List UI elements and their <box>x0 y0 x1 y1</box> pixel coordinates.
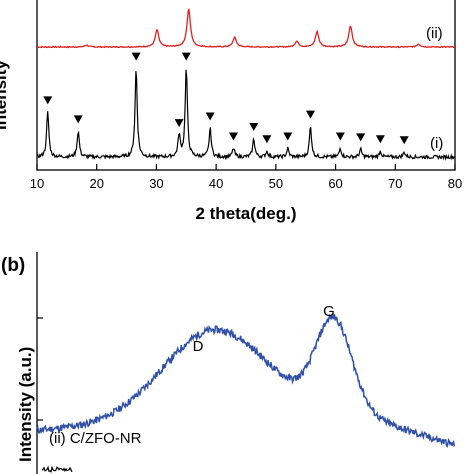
peak-marker <box>249 122 259 131</box>
x-tick-label: 70 <box>388 176 402 191</box>
x-tick-label: 10 <box>30 176 44 191</box>
peak-marker <box>228 132 238 141</box>
peak-marker <box>43 96 53 105</box>
peak-marker <box>131 52 141 61</box>
x-tick-label: 20 <box>89 176 103 191</box>
x-tick-label: 60 <box>328 176 342 191</box>
series-label-c-zfo-nr: (ii) C/ZFO-NR <box>49 430 142 447</box>
peak-marker <box>205 112 215 121</box>
panel-b: (b) Intensity (a.u.) D G (ii) C/ZFO-NR <box>1 252 456 474</box>
panel-a-x-ticks: 10 20 30 40 50 60 70 80 <box>30 164 462 191</box>
panel-a-frame <box>36 0 456 171</box>
panel-b-y-axis-label: Intensity (a.u.) <box>16 347 35 462</box>
peak-marker <box>335 132 345 141</box>
peak-marker <box>399 136 409 145</box>
peak-marker <box>262 135 272 144</box>
x-tick-label: 80 <box>448 176 462 191</box>
peak-marker <box>375 135 385 144</box>
series-label-ii: (ii) <box>426 25 443 42</box>
series-label-i: (i) <box>430 135 443 152</box>
peak-marker <box>283 132 293 141</box>
peak-marker <box>305 110 315 119</box>
x-tick-label: 30 <box>149 176 163 191</box>
peak-marker <box>174 119 184 128</box>
raman-d-band-label: D <box>193 338 204 355</box>
series-i-line <box>36 69 456 161</box>
raman-spectrum-line <box>36 313 456 448</box>
panel-a-peak-markers <box>43 52 409 145</box>
lower-spectrum-fragment <box>41 465 73 473</box>
peak-marker <box>73 115 83 124</box>
panel-a: 10 20 30 40 50 60 70 80 Intensity 2 theta(deg.)… <box>0 0 462 223</box>
panel-b-series <box>36 313 456 473</box>
panel-b-letter: (b) <box>1 255 25 276</box>
panel-a-y-axis-label: Intensity <box>0 60 10 130</box>
x-tick-label: 50 <box>269 176 283 191</box>
peak-marker <box>356 133 366 142</box>
peak-marker <box>181 52 191 61</box>
panel-a-series <box>36 7 456 161</box>
series-ii-line <box>36 7 456 49</box>
panel-a-x-axis-label: 2 theta(deg.) <box>195 204 296 223</box>
x-tick-label: 40 <box>209 176 223 191</box>
raman-g-band-label: G <box>323 303 335 320</box>
